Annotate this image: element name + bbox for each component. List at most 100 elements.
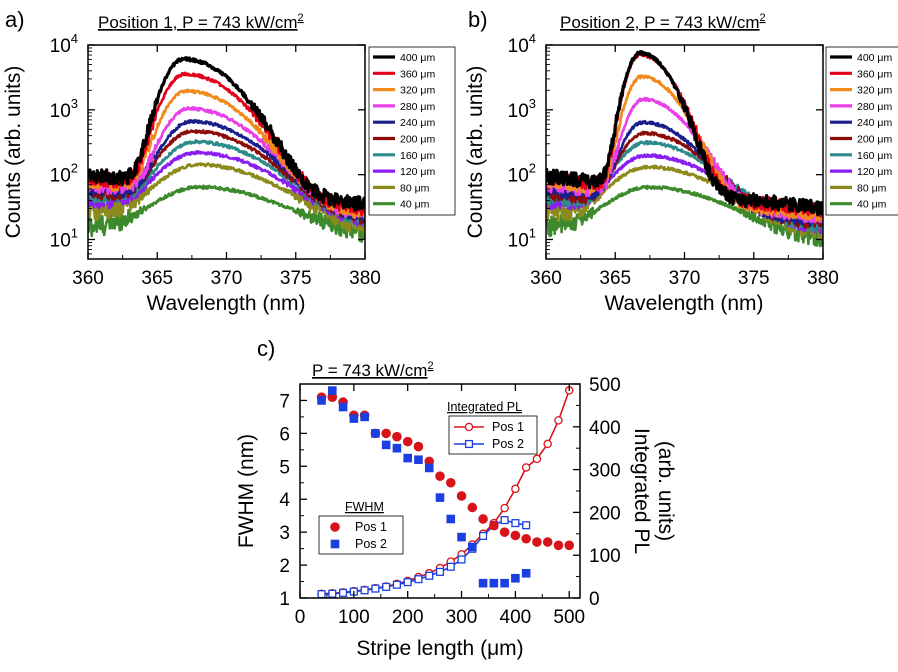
b-xtick-label: 360 <box>530 268 562 289</box>
c-fwhm_pos2-point <box>489 578 499 588</box>
b-legend-label: 400 μm <box>857 52 892 64</box>
a-ytick-base: 10 <box>50 101 71 122</box>
a-ytick-exp: 3 <box>71 96 78 111</box>
c-ipl_pos1-point <box>511 484 520 494</box>
c-ipl_pos2-point <box>328 589 337 598</box>
c-ipl_pos2-point <box>360 586 369 595</box>
c-ipl_pos2-point <box>511 519 520 528</box>
a-legend-label: 360 μm <box>400 68 435 80</box>
c-fwhm_pos1-point <box>467 502 478 513</box>
c-fwhm_pos1-point <box>435 471 445 481</box>
b-legend-label: 80 μm <box>857 182 887 194</box>
c-ipl_pos1-point <box>543 439 552 449</box>
c-legend-ipl2-label: Pos 2 <box>492 437 524 451</box>
c-ipl_pos2-point <box>446 562 455 571</box>
c-ipl_pos1-point <box>532 454 542 464</box>
c-fwhm_pos2-point <box>403 453 412 463</box>
panel-a-xlabel: Wavelength (nm) <box>146 292 305 315</box>
c-ytick-label: 6 <box>279 424 290 445</box>
b-legend-label: 320 μm <box>857 85 892 97</box>
a-series-40um <box>88 184 365 243</box>
a-legend-label: 160 μm <box>400 150 435 162</box>
c-ipl_pos1-point <box>521 463 531 472</box>
b-legend-label: 360 μm <box>857 68 892 80</box>
c-fwhm_pos2-point <box>468 542 477 552</box>
a-ytick-exp: 1 <box>71 225 78 240</box>
b-legend-label: 160 μm <box>857 150 892 162</box>
a-series-400um <box>88 56 365 212</box>
a-legend-label: 200 μm <box>400 134 435 146</box>
c-ipl_pos2-point <box>339 588 348 597</box>
a-xtick-label: 370 <box>211 268 243 289</box>
b-ytick-label: 104 <box>508 31 536 57</box>
c-ipl_pos2-point <box>382 582 391 591</box>
c-fwhm_pos1-point <box>510 530 521 541</box>
b-legend-label: 40 μm <box>857 199 887 211</box>
c-fwhm_pos1-point <box>413 441 424 452</box>
b-legend-label: 240 μm <box>857 117 892 129</box>
panel-a-ylabel: Counts (arb. units) <box>2 66 25 239</box>
a-legend-label: 280 μm <box>400 101 435 113</box>
b-ytick-base: 10 <box>508 230 529 251</box>
b-legend-label: 200 μm <box>857 134 892 146</box>
a-legend-label: 400 μm <box>400 52 435 64</box>
b-series-400um <box>546 49 823 217</box>
c-ytick-label: 1 <box>279 589 290 610</box>
c-y2tick-label: 0 <box>589 589 600 610</box>
a-legend-label: 320 μm <box>400 85 435 97</box>
a-ytick-base: 10 <box>50 166 71 187</box>
panel-b-legend: 400 μm 360 μm 320 μm 280 μm 240 μm 200 μm 160 … <box>825 46 898 216</box>
c-legend-fwhm2-marker <box>330 539 340 549</box>
c-ipl_pos1-point <box>500 503 509 513</box>
panel-b-ylabel: Counts (arb. units) <box>464 66 487 239</box>
c-legend-ipl2-marker <box>464 439 474 449</box>
c-xtick-label: 400 <box>500 607 532 628</box>
b-ytick-base: 10 <box>508 166 529 187</box>
c-fwhm_pos2-point <box>435 493 445 502</box>
panel-b-xlabel: Wavelength (nm) <box>604 292 763 315</box>
b-xtick-label: 380 <box>807 268 839 289</box>
c-fwhm_pos1-point <box>489 520 499 531</box>
c-fwhm_pos1-point <box>499 527 510 537</box>
panel-c-y2label-line1: Integrated PL <box>630 428 653 554</box>
a-legend-label: 80 μm <box>400 182 430 194</box>
c-y2tick-label: 400 <box>589 418 621 439</box>
panel-c-legends: Integrated PL Pos 1 Pos 2 FWHM Pos 1 Pos 2 <box>318 400 538 555</box>
c-fwhm_pos2-point <box>381 440 391 450</box>
panel-label-a: a) <box>5 7 25 32</box>
panel-c-y2label-line2: (arb. units) <box>654 441 677 541</box>
panel-a-plot <box>88 56 365 243</box>
b-ytick-exp: 3 <box>529 96 536 111</box>
c-legend-integrated-title: Integrated PL <box>447 400 522 414</box>
panel-c-xlabel: Stripe length (μm) <box>356 637 523 660</box>
c-ipl_pos1-point <box>554 416 563 425</box>
a-ytick-label: 104 <box>50 31 78 57</box>
b-ytick-label: 101 <box>508 225 536 251</box>
panel-c-axes: 0 100 200 300 400 500 1 2 3 4 5 6 7 0 100 200 300 400 500 <box>279 375 620 628</box>
c-legend-fwhm-title: FWHM <box>345 500 384 514</box>
a-xtick-label: 375 <box>280 268 312 289</box>
c-fwhm_pos2-point <box>371 429 380 438</box>
c-fwhm_pos2-point <box>424 463 434 473</box>
c-fwhm_pos2-point <box>338 402 348 412</box>
c-fwhm_pos2-point <box>392 443 402 453</box>
c-fwhm_pos2-point <box>521 569 531 578</box>
c-fwhm_pos2-point <box>511 573 520 583</box>
b-legend-label: 120 μm <box>857 166 892 178</box>
c-legend-ipl1-label: Pos 1 <box>492 420 524 434</box>
c-fwhm_pos1-point <box>564 540 575 551</box>
c-ytick-label: 3 <box>279 523 290 544</box>
c-y2tick-label: 100 <box>589 546 621 567</box>
c-fwhm_pos2-point <box>414 455 423 465</box>
a-legend-label: 240 μm <box>400 117 435 129</box>
b-xtick-label: 375 <box>738 268 770 289</box>
c-fwhm_pos2-point <box>328 386 337 395</box>
a-ytick-label: 103 <box>50 96 78 122</box>
c-xtick-label: 300 <box>446 607 478 628</box>
c-ipl_pos2-point <box>425 571 434 580</box>
b-ytick-base: 10 <box>508 36 529 57</box>
b-series-40um <box>546 184 823 248</box>
a-series-group <box>88 56 365 243</box>
b-ytick-exp: 1 <box>529 225 536 240</box>
